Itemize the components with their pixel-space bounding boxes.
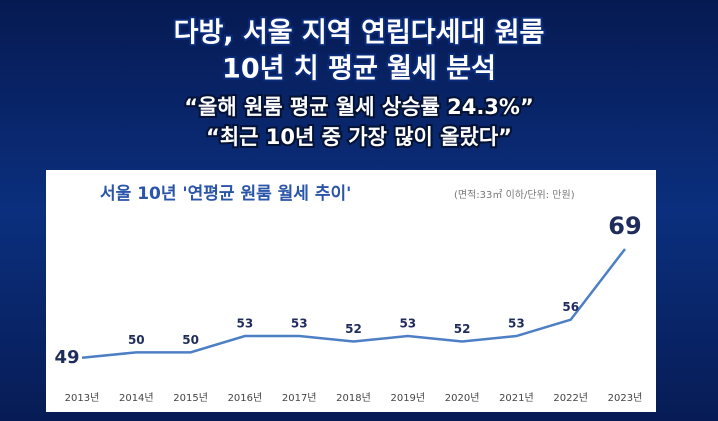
chart-panel <box>46 170 656 412</box>
x-tick-label: 2021년 <box>499 392 534 404</box>
x-tick-label: 2014년 <box>119 392 154 404</box>
x-tick-label: 2017년 <box>282 392 317 404</box>
data-label: 52 <box>454 322 471 336</box>
data-label: 53 <box>399 317 416 331</box>
x-tick-label: 2013년 <box>65 392 100 404</box>
data-label: 50 <box>128 333 145 347</box>
data-label: 53 <box>237 317 254 331</box>
x-tick-label: 2020년 <box>445 392 480 404</box>
data-label: 69 <box>608 212 641 240</box>
chart-title: 서울 10년 '연평균 원룸 월세 추이' <box>100 184 351 204</box>
chart-subtitle: (면적:33㎡ 이하/단위: 만원) <box>454 188 575 201</box>
data-label: 53 <box>508 317 525 331</box>
x-tick-label: 2023년 <box>608 392 643 404</box>
x-tick-label: 2018년 <box>336 392 371 404</box>
x-tick-label: 2019년 <box>390 392 425 404</box>
quote: “올해 원룸 평균 월세 상승률 24.3%” <box>184 95 534 119</box>
headline: 10년 치 평균 월세 분석 <box>222 54 496 85</box>
plot: 2013년 2014년 2015년 2016년 2017년 2018년 2019년 2020년… <box>54 212 642 404</box>
x-tick-label: 2022년 <box>553 392 588 404</box>
data-label: 49 <box>54 347 79 368</box>
line <box>81 248 626 360</box>
data-label: 56 <box>562 300 579 314</box>
quote: “최근 10년 중 가장 많이 올랐다” <box>206 125 512 149</box>
data-label: 53 <box>291 317 308 331</box>
x-tick-label: 2015년 <box>173 392 208 404</box>
data-label: 52 <box>345 322 362 336</box>
data-label: 50 <box>182 333 199 347</box>
x-tick-label: 2016년 <box>228 392 263 404</box>
headline: 다방, 서울 지역 연립다세대 원룸 <box>174 18 545 49</box>
